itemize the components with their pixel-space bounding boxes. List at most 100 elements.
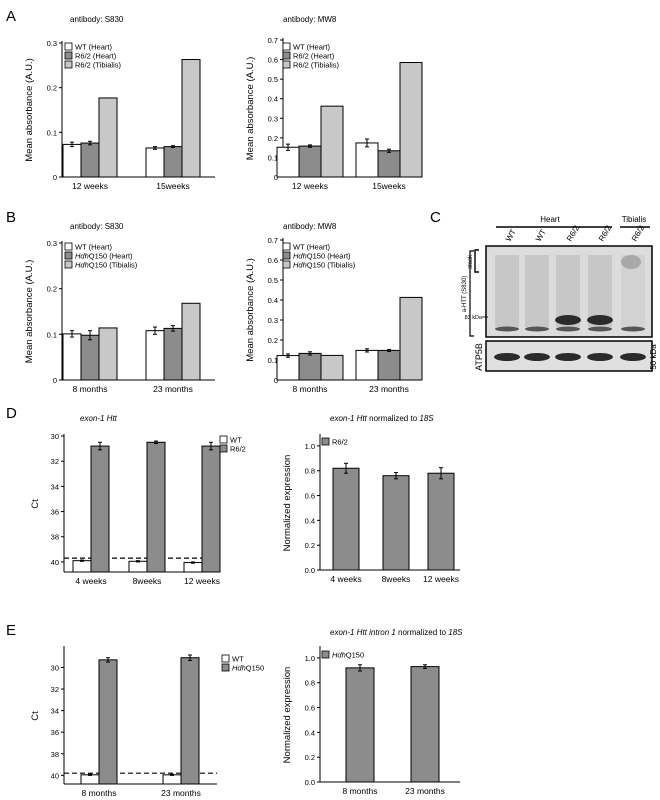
y-tick-label: 30 xyxy=(51,432,59,441)
y-tick-label: 0.2 xyxy=(305,753,315,762)
blot-band-stack xyxy=(621,255,641,269)
chart-title-part: exon-1 Htt xyxy=(330,414,368,423)
y-tick-label: 0.7 xyxy=(268,36,278,45)
stack-bracket xyxy=(474,249,479,273)
legend-swatch xyxy=(64,42,73,51)
legend-swatch xyxy=(64,60,73,69)
antibody-label: a-HTT (S830) xyxy=(462,276,468,313)
bar xyxy=(98,659,118,785)
y-tick-label: 0.8 xyxy=(305,467,315,476)
legend-label: R6/2 xyxy=(332,438,348,447)
legend-swatch xyxy=(282,242,291,251)
y-tick-label: 0.0 xyxy=(305,566,315,575)
bar xyxy=(298,145,322,178)
bar xyxy=(181,302,201,381)
bar xyxy=(145,330,165,381)
bar xyxy=(382,475,410,571)
chart-a2: antibody: MW8 0 0.1 0.2 0.3 0.4 0.5 0.6 0.7 Mean … xyxy=(245,15,423,191)
x-tick-label: 12 weeks xyxy=(72,181,108,191)
stack-label: stack xyxy=(468,254,474,269)
x-tick-label: 23 months xyxy=(369,384,409,394)
y-axis-label: Mean absorbance (A.U.) xyxy=(24,58,35,162)
legend-label: R6/2 (Tibialis) xyxy=(293,61,339,70)
legend-swatch xyxy=(64,51,73,60)
bar xyxy=(183,562,203,573)
y-axis-label: Ct xyxy=(30,499,41,509)
marker-label: 83 kDa xyxy=(465,315,483,321)
htt-bracket xyxy=(469,250,474,337)
bar xyxy=(98,327,118,381)
atp5b-band xyxy=(524,353,550,361)
x-tick-label: 4 weeks xyxy=(330,574,361,584)
bar xyxy=(62,143,82,178)
chart-title: antibody: S830 xyxy=(70,222,124,231)
legend-swatch xyxy=(64,242,73,251)
blot-lane-smear xyxy=(495,255,519,327)
y-tick-label: 0.5 xyxy=(268,276,278,285)
bar xyxy=(377,150,401,178)
x-tick-label: 8weeks xyxy=(133,576,162,586)
bar xyxy=(90,445,110,573)
chart-b2: antibody: MW8 0 0.1 0.2 0.3 0.4 0.5 0.6 0.7 Mean … xyxy=(245,222,423,394)
bar xyxy=(320,105,344,178)
y-tick-label: 0 xyxy=(274,376,278,385)
y-tick-label: 0.4 xyxy=(268,296,278,305)
y-tick-label: 0 xyxy=(274,173,278,182)
bar xyxy=(298,352,322,381)
bar xyxy=(410,666,440,783)
y-axis-label: Normalized expression xyxy=(282,455,293,552)
blot-band-low xyxy=(621,326,645,332)
blot-band-low xyxy=(525,326,549,332)
y-tick-label: 0.1 xyxy=(47,128,57,137)
chart-title: antibody: MW8 xyxy=(283,222,337,231)
legend-label: HdhQ150 (Tibialis) xyxy=(75,261,138,270)
legend-label-italic: Hdh xyxy=(293,252,307,261)
x-tick-label: 8 months xyxy=(293,384,328,394)
y-tick-label: 0.1 xyxy=(268,153,278,162)
bar xyxy=(355,142,379,178)
x-tick-label: 12 weeks xyxy=(184,576,220,586)
chart-a1: antibody: S830 0 0.1 0.2 0.3 Mean absorbance … xyxy=(24,15,215,191)
bar xyxy=(399,296,423,381)
y-tick-label: 0.2 xyxy=(268,134,278,143)
legend-label: HdhQ150 (Heart) xyxy=(75,252,133,261)
legend-label-rest: Q150 (Tibialis) xyxy=(307,261,356,270)
chart-title-part: 18S xyxy=(448,628,463,637)
y-tick-label: 0.4 xyxy=(305,728,315,737)
blot-band-htt xyxy=(587,315,613,325)
bar xyxy=(355,349,379,381)
legend-label-rest: Q150 xyxy=(346,651,364,660)
x-tick-label: 23 months xyxy=(153,384,193,394)
y-tick-label: 1.0 xyxy=(305,442,315,451)
y-tick-label: 0.1 xyxy=(47,330,57,339)
blot-heart-label: Heart xyxy=(540,215,560,224)
bar xyxy=(80,334,100,381)
bar xyxy=(276,355,300,381)
y-tick-label: 36 xyxy=(51,508,59,517)
y-axis-label: Ct xyxy=(30,711,41,721)
y-tick-label: 0.3 xyxy=(268,114,278,123)
bar xyxy=(98,97,118,178)
blot-band-low xyxy=(556,326,580,332)
bar xyxy=(399,62,423,178)
y-axis-label: Mean absorbance (A.U.) xyxy=(245,258,256,362)
legend-swatch xyxy=(282,251,291,260)
y-tick-label: 0.7 xyxy=(268,236,278,245)
y-tick-label: 0.1 xyxy=(268,356,278,365)
blot-band-low xyxy=(588,326,612,332)
bar xyxy=(62,333,82,381)
y-axis-label: Normalized expression xyxy=(282,667,293,764)
atp5b-band xyxy=(555,353,581,361)
y-tick-label: 0.2 xyxy=(47,84,57,93)
atp5b-bands xyxy=(494,353,646,361)
legend-label: R6/2 (Heart) xyxy=(75,52,117,61)
legend-swatch xyxy=(219,435,228,444)
legend-label: HdhQ150 (Tibialis) xyxy=(293,261,356,270)
chart-title: exon-1 Htt xyxy=(80,414,118,423)
x-tick-label: 8 months xyxy=(73,384,108,394)
y-axis-label: Mean absorbance (A.U.) xyxy=(245,57,256,161)
blot-band-htt xyxy=(555,315,581,325)
y-tick-label: 0.6 xyxy=(268,56,278,65)
x-tick-label: 8weeks xyxy=(382,574,411,584)
y-tick-label: 32 xyxy=(51,457,59,466)
